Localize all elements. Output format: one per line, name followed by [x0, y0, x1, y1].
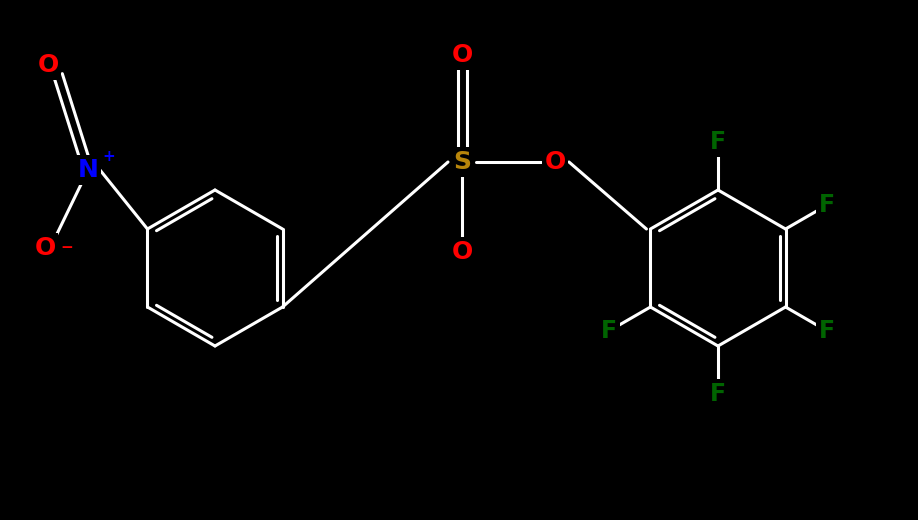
Text: O: O — [34, 236, 56, 260]
Text: +: + — [102, 149, 115, 164]
Text: O: O — [452, 240, 473, 264]
Text: N: N — [77, 158, 98, 182]
Text: S: S — [453, 150, 471, 174]
Text: O: O — [38, 53, 59, 77]
Text: −: − — [60, 240, 73, 255]
Text: O: O — [452, 43, 473, 67]
Text: O: O — [544, 150, 565, 174]
Text: F: F — [710, 382, 726, 406]
Text: F: F — [819, 193, 835, 217]
Text: F: F — [600, 319, 617, 343]
Text: F: F — [819, 319, 835, 343]
Text: F: F — [710, 130, 726, 154]
